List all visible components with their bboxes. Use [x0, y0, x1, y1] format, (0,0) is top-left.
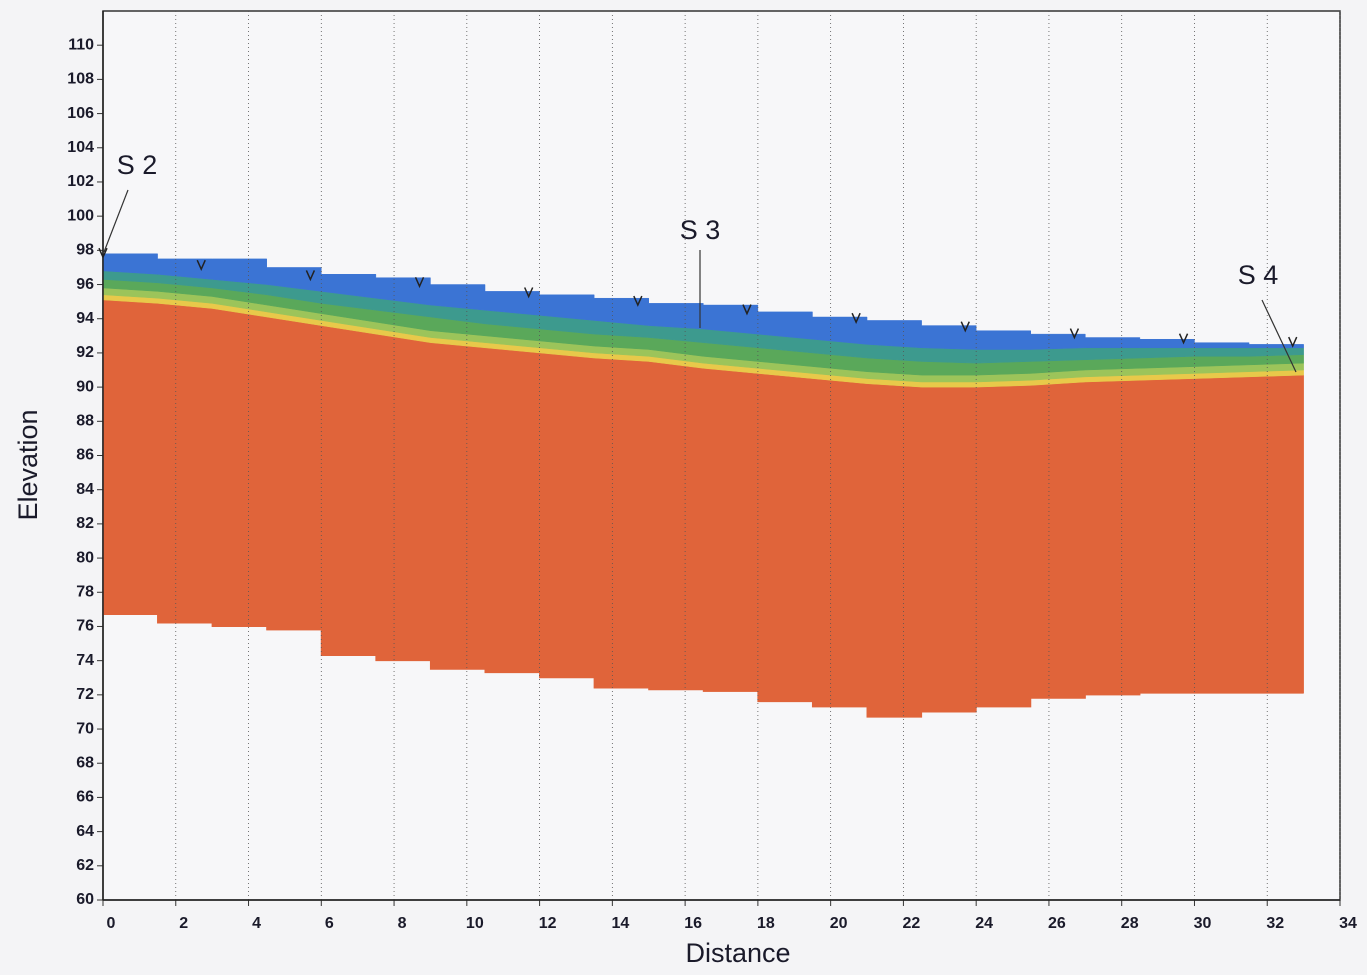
y-tick-label: 64: [76, 823, 94, 840]
y-tick-label: 96: [76, 276, 94, 293]
water-marker: [851, 312, 861, 324]
y-tick-label: 98: [76, 242, 94, 259]
x-tick-label: 8: [398, 915, 407, 932]
x-tick-label: 20: [830, 915, 848, 932]
y-tick-label: 74: [76, 652, 94, 669]
x-tick-label: 32: [1266, 915, 1284, 932]
y-tick-label: 70: [76, 720, 94, 737]
water-marker: [742, 304, 752, 316]
x-tick-label: 18: [757, 915, 775, 932]
y-axis-title: Elevation: [13, 409, 43, 520]
x-axis-title: Distance: [685, 938, 790, 968]
y-tick-label: 110: [68, 36, 94, 53]
water-marker: [98, 247, 108, 260]
annotation: S 4: [1238, 260, 1279, 290]
y-tick-label: 108: [67, 71, 94, 88]
layer: [102, 253, 1304, 350]
annotation-leader: [103, 189, 129, 253]
y-tick-label: 80: [76, 549, 94, 566]
y-tick-label: 90: [76, 378, 94, 395]
y-tick-label: 66: [76, 789, 94, 806]
x-tick-label: 14: [611, 915, 629, 932]
y-tick-label: 78: [76, 583, 94, 600]
annotation: S 3: [680, 215, 721, 245]
x-tick-label: 10: [466, 915, 484, 932]
water-marker: [1288, 336, 1298, 348]
y-tick-label: 84: [76, 481, 94, 498]
annotation: S 2: [117, 150, 158, 180]
annotation-leader: [1261, 299, 1297, 373]
x-tick-label: 26: [1048, 915, 1066, 932]
x-tick-label: 4: [252, 915, 261, 932]
y-tick-label: 68: [76, 754, 94, 771]
y-tick-label: 76: [76, 618, 94, 635]
water-marker: [523, 287, 534, 299]
x-tick-label: 16: [684, 915, 702, 932]
water-marker: [305, 270, 316, 282]
y-tick-label: 82: [76, 515, 94, 532]
y-tick-label: 106: [67, 105, 94, 122]
x-tick-label: 6: [325, 915, 334, 932]
water-marker: [960, 321, 970, 333]
water-marker: [633, 295, 643, 307]
x-tick-label: 0: [107, 915, 116, 932]
bottom-boundary: [103, 613, 1304, 718]
y-tick-label: 60: [76, 891, 94, 908]
water-marker: [1178, 333, 1189, 345]
y-tick-label: 88: [76, 413, 94, 430]
y-tick-label: 104: [67, 139, 94, 156]
y-tick-label: 102: [67, 173, 94, 190]
y-tick-label: 92: [76, 344, 94, 361]
x-tick-label: 28: [1121, 915, 1139, 932]
water-marker: [196, 259, 206, 271]
y-tick-label: 62: [76, 857, 94, 874]
water-marker: [414, 276, 425, 289]
x-tick-label: 30: [1194, 915, 1212, 932]
x-tick-label: 12: [539, 915, 557, 932]
y-tick-label: 72: [76, 686, 94, 703]
x-tick-label: 22: [903, 915, 921, 932]
y-tick-label: 94: [76, 310, 94, 327]
x-tick-label: 34: [1339, 915, 1357, 932]
x-tick-label: 24: [975, 915, 993, 932]
water-marker: [1069, 328, 1080, 340]
x-tick-label: 2: [179, 915, 188, 932]
y-tick-label: 100: [67, 207, 94, 224]
y-tick-label: 86: [76, 447, 94, 464]
